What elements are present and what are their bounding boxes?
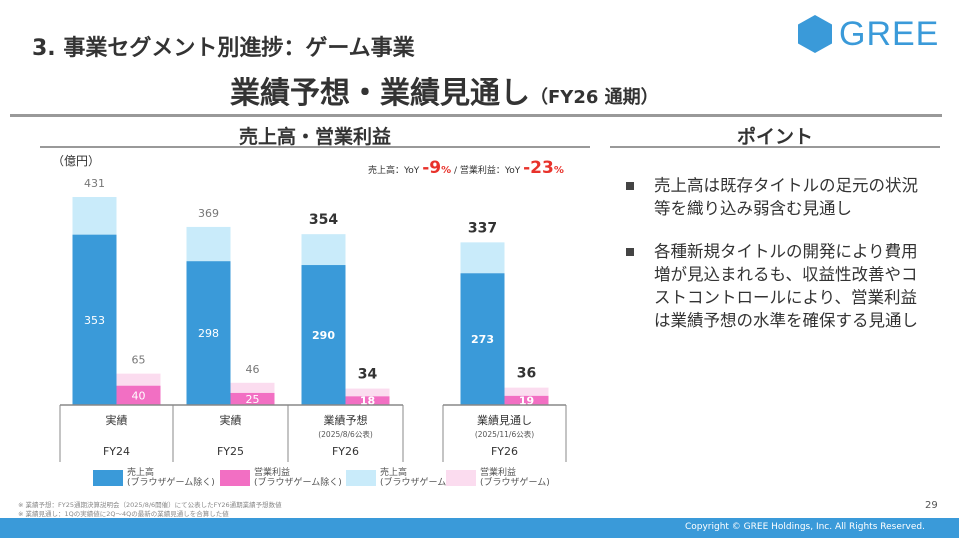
legend-swatch: [446, 470, 476, 486]
op-ex-browser-bar: [504, 395, 549, 405]
footnote: ※ 業績予想：FY25通期決算説明会（2025/8/6開催）にて公表したFY26…: [18, 501, 282, 509]
logo-text: GREE: [839, 14, 940, 53]
sales-total-label: 337: [468, 220, 497, 236]
op-ex-browser-label: 25: [246, 393, 260, 406]
legend-label: 営業利益: [480, 468, 517, 478]
op-total-label: 46: [246, 363, 260, 376]
sales-yoy-value: -9: [422, 158, 442, 178]
sales-browser-bar: [72, 197, 117, 235]
op-browser-bar: [230, 382, 275, 393]
legend-item: 営業利益 (ブラウザゲーム): [446, 468, 550, 488]
legend-swatch: [220, 470, 250, 486]
yoy-summary: 売上高：YoY -9% / 営業利益：YoY -23%: [368, 158, 564, 178]
points-panel-title: ポイント: [610, 122, 940, 148]
page-title: 業績予想・業績見通し（FY26 通期）: [230, 68, 659, 112]
copyright-bar: Copyright © GREE Holdings, Inc. All Righ…: [0, 518, 959, 538]
sales-total-label: 354: [309, 212, 338, 228]
sales-ex-browser-label: 298: [198, 327, 219, 340]
sales-browser-bar: [460, 242, 505, 274]
legend-item: 営業利益 (ブラウザゲーム除く): [220, 468, 342, 488]
op-yoy-value: -23: [523, 158, 554, 178]
legend-sub: (ブラウザゲーム除く): [254, 478, 342, 488]
op-total-label: 36: [517, 366, 536, 382]
op-browser-bar: [504, 387, 549, 396]
chart-panel-title: 売上高・営業利益: [40, 122, 590, 148]
main-title-text: 業績予想・業績見通し: [230, 76, 530, 111]
op-total-label: 34: [358, 367, 378, 383]
op-ex-browser-bar: [116, 385, 161, 405]
point-item: 各種新規タイトルの開発により費用増が見込まれるも、収益性改善やコストコントロール…: [624, 240, 924, 332]
unit-label: （億円）: [52, 154, 101, 168]
legend-swatch: [346, 470, 376, 486]
sales-ex-browser-bar: [186, 261, 231, 405]
category-label: 業績予想: [324, 413, 368, 427]
legend-label: 売上高: [127, 468, 155, 478]
sales-browser-bar: [186, 226, 231, 262]
sales-total-label: 431: [84, 177, 105, 190]
category-note: (2025/11/6公表): [475, 429, 534, 439]
footnote: ※ 業績見通し：1Qの実績値に2Q～4Qの最新の業績見通しを合算した値: [18, 510, 229, 518]
hexagon-logo-icon: [798, 15, 832, 53]
op-yoy-label: 営業利益：YoY: [459, 166, 521, 176]
op-ex-browser-label: 40: [132, 389, 146, 402]
main-title-suffix: （FY26 通期）: [530, 87, 659, 108]
section-title: 3. 事業セグメント別進捗：ゲーム事業: [32, 36, 415, 61]
op-ex-browser-label: 19: [519, 394, 534, 407]
gree-logo: GREE: [795, 14, 939, 54]
points-list: 売上高は既存タイトルの足元の状況等を織り込み弱含む見通し 各種新規タイトルの開発…: [624, 174, 924, 352]
sales-ex-browser-label: 353: [84, 314, 105, 327]
legend-item: 売上高 (ブラウザゲーム除く): [93, 468, 215, 488]
legend-label: 営業利益: [254, 468, 291, 478]
op-yoy-unit: %: [553, 165, 564, 176]
fiscal-year-label: FY26: [332, 445, 359, 458]
op-total-label: 65: [132, 354, 146, 367]
yoy-separator: /: [453, 166, 458, 176]
fiscal-year-label: FY25: [217, 445, 244, 458]
copyright-text: Copyright © GREE Holdings, Inc. All Righ…: [684, 522, 925, 532]
op-ex-browser-bar: [345, 396, 390, 405]
sales-browser-bar: [301, 234, 346, 266]
category-note: (2025/8/6公表): [318, 429, 373, 439]
op-browser-bar: [345, 388, 390, 397]
category-label: 実績: [220, 413, 242, 427]
title-divider: [10, 114, 942, 117]
fiscal-year-label: FY24: [103, 445, 130, 458]
legend-sub: (ブラウザゲーム除く): [127, 478, 215, 488]
op-browser-bar: [116, 373, 161, 386]
legend-sub: (ブラウザゲーム): [480, 478, 550, 488]
legend-swatch: [93, 470, 123, 486]
sales-ex-browser-label: 273: [471, 333, 494, 346]
sales-total-label: 369: [198, 207, 219, 220]
sales-yoy-label: 売上高：YoY: [368, 166, 420, 176]
sales-ex-browser-bar: [460, 273, 505, 405]
category-label: 実績: [106, 413, 128, 427]
legend-item: 売上高 (ブラウザゲーム): [346, 468, 450, 488]
fiscal-year-label: FY26: [491, 445, 518, 458]
op-ex-browser-bar: [230, 392, 275, 405]
legend-label: 売上高: [380, 468, 408, 478]
sales-ex-browser-label: 290: [312, 329, 335, 342]
sales-ex-browser-bar: [72, 234, 117, 405]
sales-ex-browser-bar: [301, 265, 346, 405]
legend-sub: (ブラウザゲーム): [380, 478, 450, 488]
page-number: 29: [925, 500, 938, 511]
category-label: 業績見通し: [477, 413, 532, 427]
sales-yoy-unit: %: [441, 165, 452, 176]
point-item: 売上高は既存タイトルの足元の状況等を織り込み弱含む見通し: [624, 174, 924, 220]
